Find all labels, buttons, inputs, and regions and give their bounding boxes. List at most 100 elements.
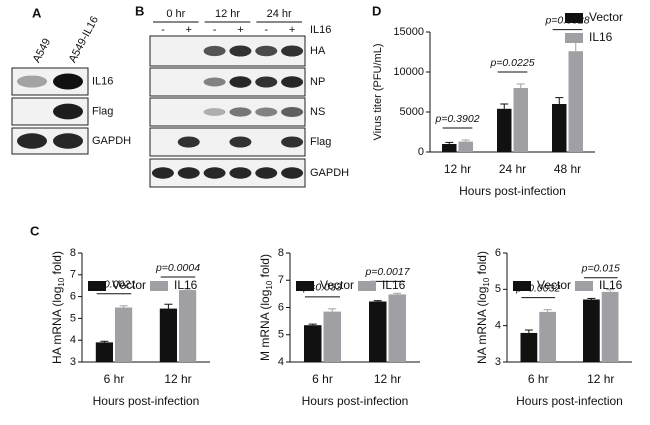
- legend-swatch: [296, 281, 314, 291]
- x-axis-title: Hours post-infection: [516, 394, 623, 408]
- legend-swatch: [565, 13, 583, 23]
- band: [281, 45, 304, 57]
- p-value: p=0.0004: [155, 262, 200, 274]
- blot-box: [149, 158, 306, 188]
- y-tick-label: 7: [278, 274, 284, 286]
- row-label: Flag: [310, 136, 331, 148]
- y-axis-title-tail: fold): [258, 254, 272, 281]
- y-tick-label: 8: [70, 247, 76, 259]
- y-tick-label: 6: [278, 301, 284, 313]
- blot-box: [149, 67, 306, 97]
- bar: [323, 311, 341, 362]
- legend-swatch: [565, 33, 583, 43]
- band: [17, 133, 47, 149]
- lane-label: A549-IL16: [67, 14, 101, 64]
- y-axis-title: HA mRNA (log10 fold): [50, 251, 66, 364]
- bar: [179, 290, 197, 362]
- band: [203, 167, 226, 179]
- band: [229, 136, 252, 148]
- band: [53, 103, 83, 120]
- legend-label: Vector: [320, 278, 354, 292]
- legend-swatch: [513, 281, 531, 291]
- y-tick-label: 15000: [393, 26, 424, 38]
- band: [151, 167, 174, 179]
- bar: [552, 104, 567, 152]
- p-value: p=0.0017: [364, 266, 410, 278]
- legend-label: Vector: [112, 278, 146, 292]
- y-axis-title-text: NA mRNA (log: [475, 287, 489, 364]
- treatment-label: IL16: [310, 24, 331, 36]
- legend-label: Vector: [537, 278, 571, 292]
- bar: [583, 299, 600, 362]
- row-label: NS: [310, 106, 325, 118]
- band: [177, 167, 200, 179]
- x-tick-label: 12 hr: [164, 372, 191, 386]
- row-label: GAPDH: [92, 135, 131, 147]
- y-tick-label: 6: [70, 291, 76, 303]
- sign-label: +: [186, 24, 192, 36]
- band: [229, 45, 252, 57]
- time-label: 24 hr: [267, 8, 292, 20]
- legend-label: IL16: [589, 30, 613, 44]
- y-axis-title-text: HA mRNA (log: [50, 287, 64, 364]
- legend-label: IL16: [174, 278, 198, 292]
- bar: [520, 332, 538, 362]
- y-tick-label: 5: [278, 329, 284, 341]
- band: [281, 167, 304, 179]
- x-axis-title: Hours post-infection: [459, 184, 566, 198]
- bar: [513, 88, 528, 152]
- p-value: p=0.3902: [434, 113, 479, 125]
- band: [255, 45, 278, 57]
- y-tick-label: 10000: [393, 66, 424, 78]
- bar: [369, 301, 387, 362]
- sign-label: -: [213, 24, 217, 36]
- y-tick-label: 4: [70, 334, 76, 346]
- y-tick-label: 5: [495, 283, 501, 295]
- band: [17, 75, 47, 88]
- band: [229, 76, 252, 88]
- band: [255, 107, 278, 117]
- panel-label: C: [30, 223, 40, 238]
- band: [229, 167, 252, 179]
- y-axis-title-text: M mRNA (log: [258, 290, 272, 361]
- y-tick-label: 7: [70, 269, 76, 281]
- row-label: NP: [310, 76, 325, 88]
- y-tick-label: 3: [70, 356, 76, 368]
- sign-label: +: [289, 24, 295, 36]
- band: [255, 76, 278, 88]
- band: [53, 133, 83, 149]
- y-tick-label: 4: [495, 320, 501, 332]
- y-axis-title: NA mRNA (log10 fold): [475, 251, 491, 364]
- y-tick-label: 5: [70, 312, 76, 324]
- sign-label: +: [237, 24, 243, 36]
- x-tick-label: 6 hr: [104, 372, 125, 386]
- legend-label: IL16: [382, 278, 406, 292]
- x-tick-label: 6 hr: [312, 372, 333, 386]
- row-label: Flag: [92, 105, 113, 117]
- y-tick-label: 4: [278, 356, 284, 368]
- bar: [442, 144, 457, 152]
- time-label: 12 hr: [215, 8, 240, 20]
- bar: [497, 108, 512, 152]
- legend-label: Vector: [589, 10, 623, 24]
- bar: [388, 294, 406, 362]
- bar: [95, 342, 113, 362]
- band: [203, 77, 226, 87]
- bar: [601, 291, 619, 362]
- x-axis-title: Hours post-infection: [302, 394, 409, 408]
- x-axis-title: Hours post-infection: [93, 394, 200, 408]
- panel-label: D: [372, 3, 381, 18]
- legend-label: IL16: [599, 278, 623, 292]
- panel-label: A: [32, 5, 42, 20]
- band: [255, 167, 278, 179]
- bar: [568, 51, 583, 153]
- band: [229, 107, 252, 117]
- band: [53, 73, 83, 90]
- y-tick-label: 5000: [400, 106, 424, 118]
- sign-label: -: [161, 24, 165, 36]
- x-tick-label: 6 hr: [528, 372, 549, 386]
- band: [203, 108, 226, 116]
- y-axis-title-sub: 10: [265, 280, 274, 289]
- blot-box: [149, 97, 306, 127]
